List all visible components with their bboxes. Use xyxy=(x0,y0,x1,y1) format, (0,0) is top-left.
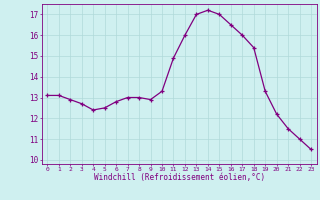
X-axis label: Windchill (Refroidissement éolien,°C): Windchill (Refroidissement éolien,°C) xyxy=(94,173,265,182)
